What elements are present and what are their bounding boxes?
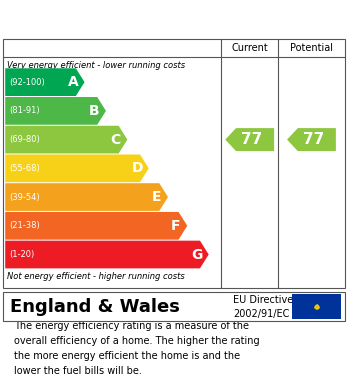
Text: Current: Current	[231, 43, 268, 53]
Text: (21-38): (21-38)	[9, 221, 40, 230]
Text: C: C	[111, 133, 121, 147]
Text: (39-54): (39-54)	[9, 192, 40, 201]
Text: G: G	[191, 248, 203, 262]
Polygon shape	[5, 154, 149, 182]
Polygon shape	[5, 240, 209, 268]
Text: F: F	[171, 219, 181, 233]
Polygon shape	[5, 212, 187, 240]
Polygon shape	[225, 128, 274, 151]
Polygon shape	[5, 97, 106, 125]
Text: England & Wales: England & Wales	[10, 298, 180, 316]
Text: (81-91): (81-91)	[9, 106, 40, 115]
Text: E: E	[152, 190, 161, 204]
Text: A: A	[68, 75, 78, 89]
Text: (69-80): (69-80)	[9, 135, 40, 144]
Text: EU Directive
2002/91/EC: EU Directive 2002/91/EC	[233, 294, 293, 319]
Text: Not energy efficient - higher running costs: Not energy efficient - higher running co…	[7, 272, 185, 281]
Text: The energy efficiency rating is a measure of the
overall efficiency of a home. T: The energy efficiency rating is a measur…	[14, 321, 260, 376]
Text: Potential: Potential	[290, 43, 333, 53]
Polygon shape	[287, 128, 336, 151]
Text: (55-68): (55-68)	[9, 164, 40, 173]
Polygon shape	[5, 68, 85, 96]
Text: (1-20): (1-20)	[9, 250, 35, 259]
Text: 77: 77	[302, 132, 324, 147]
Text: 77: 77	[241, 132, 262, 147]
Polygon shape	[5, 126, 127, 153]
Polygon shape	[5, 183, 168, 211]
Text: (92-100): (92-100)	[9, 78, 45, 87]
Text: Very energy efficient - lower running costs: Very energy efficient - lower running co…	[7, 61, 185, 70]
Bar	[292, 294, 341, 319]
Text: D: D	[132, 161, 143, 175]
Text: B: B	[89, 104, 100, 118]
Text: Energy Efficiency Rating: Energy Efficiency Rating	[10, 11, 232, 25]
